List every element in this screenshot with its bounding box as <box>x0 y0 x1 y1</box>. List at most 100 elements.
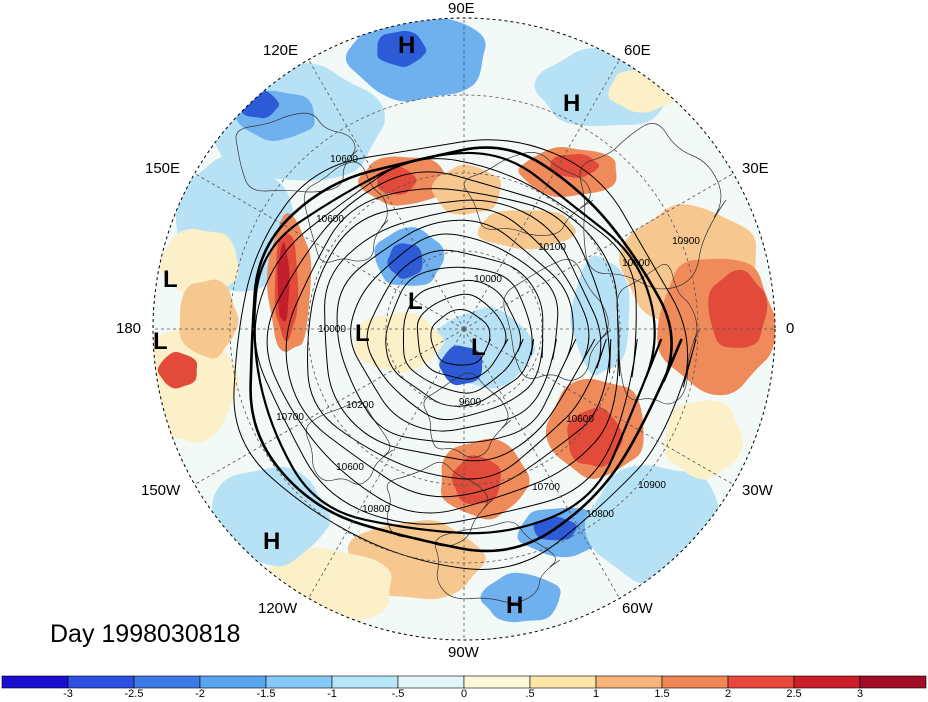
longitude-label: 60E <box>624 42 651 59</box>
contour-label: 10800 <box>622 258 650 269</box>
anomaly-patch-40 <box>480 572 561 623</box>
coastline-9 <box>305 402 393 485</box>
coastline-5 <box>503 259 612 381</box>
height-contours <box>233 139 697 570</box>
anomaly-patch-25 <box>353 312 446 373</box>
height-contour-0 <box>233 139 697 570</box>
longitude-label: 90E <box>448 0 475 17</box>
colorbar-tick-label: 2 <box>724 688 732 700</box>
colorbar-swatch <box>529 675 597 689</box>
colorbar-tick-label: 1.5 <box>654 688 670 700</box>
longitude-label: 0 <box>786 320 795 337</box>
height-contour-9 <box>350 233 559 432</box>
colorbar-swatch <box>727 675 795 689</box>
contour-label: 10700 <box>276 412 304 423</box>
height-contour-13 <box>416 293 509 380</box>
anomaly-patch-20 <box>477 210 577 250</box>
longitude-label: 120E <box>263 42 299 59</box>
contour-labels: 10600 10600 10100 10000 10900 10800 10600 10700… <box>276 154 700 520</box>
meridian-5 <box>194 173 465 330</box>
colorbar-swatch <box>1 675 69 689</box>
height-contour-2 <box>253 151 663 535</box>
colorbar-swatch <box>661 675 729 689</box>
colorbar-tick-label: 2.5 <box>786 688 802 700</box>
anomaly-patch-4 <box>377 30 428 67</box>
height-contour-10 <box>366 249 544 421</box>
height-contour-11 <box>385 266 535 407</box>
contour-label: 10800 <box>586 509 614 520</box>
coastline-8 <box>434 521 561 603</box>
coastline-2 <box>463 152 594 236</box>
contour-label: 10100 <box>538 242 566 253</box>
coastline-0 <box>235 112 358 193</box>
low-pressure-marker: L <box>471 334 486 361</box>
anomaly-patch-30 <box>567 407 625 468</box>
height-contour-1 <box>249 146 683 553</box>
anomaly-patch-41 <box>664 400 745 480</box>
colorbar-swatch <box>397 675 465 689</box>
low-pressure-marker: L <box>355 320 370 347</box>
height-contour-7 <box>324 207 596 462</box>
meridian-8 <box>308 328 465 599</box>
longitude-label: 150W <box>141 482 181 499</box>
colorbar-swatch <box>67 675 135 689</box>
low-pressure-marker: L <box>163 266 178 293</box>
anomaly-patch-10 <box>157 351 198 389</box>
coastlines <box>235 112 727 603</box>
coastline-3 <box>579 123 727 290</box>
high-pressure-marker: H <box>563 90 581 117</box>
parallel-0 <box>385 250 543 408</box>
anomaly-patch-22 <box>387 243 423 279</box>
graticule <box>153 18 775 640</box>
anomaly-shading <box>153 18 775 629</box>
contour-label: 10800 <box>362 504 390 515</box>
contour-label: 10000 <box>318 324 346 335</box>
contour-label: 10600 <box>316 214 344 225</box>
longitude-label: 90W <box>448 644 479 661</box>
contour-label: 10600 <box>336 462 364 473</box>
anomaly-patch-18 <box>549 154 601 178</box>
contour-label: 10900 <box>638 480 666 491</box>
height-contour-8 <box>336 219 577 444</box>
map-disk <box>153 18 775 640</box>
low-pressure-marker: L <box>153 328 168 355</box>
contour-label: 10200 <box>346 400 374 411</box>
colorbar-tick-label: -3 <box>63 688 73 700</box>
colorbar <box>1 675 927 689</box>
colorbar-swatch <box>463 675 531 689</box>
anomaly-patch-31 <box>570 255 630 376</box>
map-border <box>152 17 776 641</box>
anomaly-patch-14 <box>277 242 290 322</box>
colorbar-tick-label: 3 <box>856 688 864 700</box>
colorbar-swatch <box>793 675 861 689</box>
colorbar-tick-label: 0 <box>460 688 468 700</box>
colorbar-swatch <box>133 675 201 689</box>
longitude-label: 60W <box>622 600 653 617</box>
meridian-10 <box>463 328 620 599</box>
anomaly-patch-11 <box>179 279 240 359</box>
longitude-label: 180 <box>116 320 142 337</box>
colorbar-swatch <box>199 675 267 689</box>
low-pressure-marker: L <box>408 288 423 315</box>
height-contour-4 <box>266 171 621 514</box>
longitude-label: 30W <box>742 482 773 499</box>
colorbar-tick-label: -1 <box>327 688 337 700</box>
height-contour-12 <box>402 279 524 394</box>
anomaly-patch-28 <box>708 269 768 348</box>
colorbar-swatch <box>265 675 333 689</box>
longitude-label: 30E <box>742 160 769 177</box>
contour-label: 10000 <box>474 274 502 285</box>
height-contour-3 <box>254 158 638 525</box>
parallel-1 <box>307 172 621 486</box>
coastline-6 <box>423 372 512 458</box>
meridian-1 <box>463 173 734 330</box>
day-title: Day 1998030818 <box>50 620 241 648</box>
high-pressure-marker: H <box>506 592 524 619</box>
colorbar-tick-label: -.5 <box>391 688 405 700</box>
contour-label: 10900 <box>672 236 700 247</box>
contour-label: 9600 <box>459 397 482 408</box>
colorbar-tick-label: -2 <box>195 688 205 700</box>
height-contour-6 <box>307 199 607 480</box>
contour-label: 10600 <box>330 154 358 165</box>
